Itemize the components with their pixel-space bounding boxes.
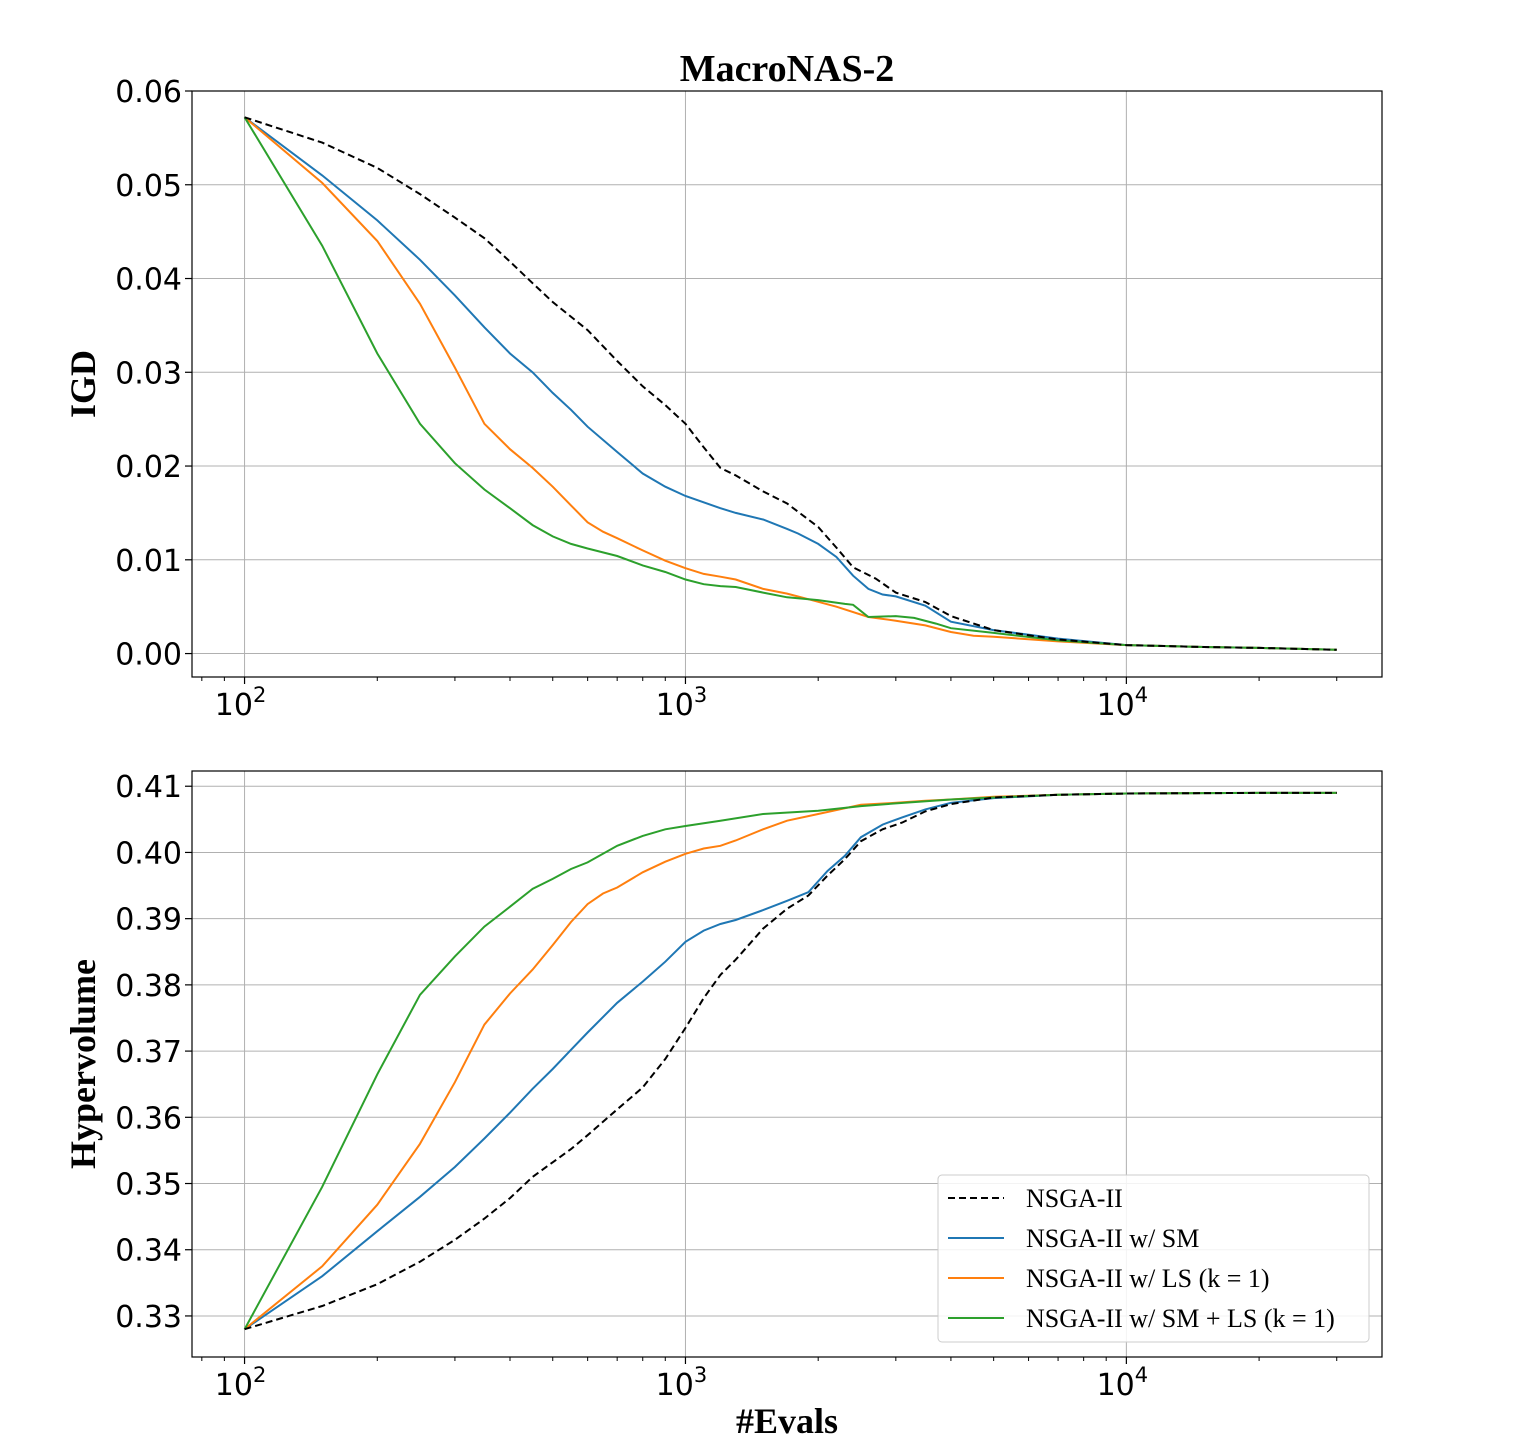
y-tick-label: 0.40 — [115, 836, 182, 871]
y-tick-label: 0.33 — [115, 1300, 182, 1335]
igd-panel: 102 103 104 0.00 0.01 0.02 0.03 0.04 0.05 0.06 IGD — [63, 75, 1383, 723]
y-axis-title: Hypervolume — [63, 959, 103, 1169]
y-tick-label: 0.06 — [115, 75, 182, 110]
legend-label: NSGA-II w/ LS (k = 1) — [1026, 1264, 1270, 1293]
x-tick-label: 103 — [656, 1363, 708, 1403]
series-line-nsga-ii — [244, 791, 1337, 1331]
x-axis-title: #Evals — [736, 1401, 838, 1441]
y-tick-label: 0.03 — [115, 356, 182, 391]
y-tick-label: 0.34 — [115, 1234, 182, 1269]
series-line-nsga-ii-w-sm-ls-k-1 — [243, 116, 1337, 651]
legend-label: NSGA-II w/ SM — [1026, 1224, 1199, 1253]
y-tick-label: 0.37 — [115, 1035, 182, 1070]
y-tick-label: 0.38 — [115, 969, 182, 1004]
y-tick-label: 0.36 — [115, 1101, 182, 1136]
y-tick-label: 0.01 — [115, 544, 182, 579]
y-tick-label: 0.02 — [115, 450, 182, 485]
legend-label: NSGA-II — [1026, 1184, 1123, 1213]
legend-box — [937, 1174, 1370, 1343]
y-tick-label: 0.00 — [115, 638, 182, 673]
y-tick-label: 0.39 — [115, 903, 182, 938]
x-tick-label: 102 — [215, 683, 267, 723]
x-tick-label: 103 — [656, 683, 708, 723]
series-line-nsga-ii-w-sm — [244, 116, 1337, 651]
series-line-nsga-ii-w-sm — [244, 791, 1337, 1331]
series-line-nsga-ii — [244, 116, 1337, 651]
legend: NSGA-II NSGA-II w/ SM NSGA-II w/ LS (k = 1… — [937, 1174, 1370, 1343]
legend-label: NSGA-II w/ SM + LS (k = 1) — [1026, 1304, 1335, 1333]
plot-frame — [191, 770, 1383, 1358]
x-tick-label: 102 — [215, 1363, 267, 1403]
series-line-nsga-ii-w-ls-k-1 — [243, 116, 1337, 651]
y-axis-title: IGD — [63, 350, 103, 418]
y-tick-label: 0.41 — [115, 770, 182, 805]
chart-title: MacroNAS-2 — [680, 48, 895, 90]
x-tick-label: 104 — [1097, 1363, 1149, 1403]
y-tick-label: 0.35 — [115, 1168, 182, 1203]
plot-frame — [191, 90, 1383, 678]
y-tick-label: 0.04 — [115, 263, 182, 298]
y-tick-label: 0.05 — [115, 169, 182, 204]
hypervolume-panel: 102 103 104 0.33 0.34 0.35 0.36 0.37 0.38 0.39 0.4… — [63, 770, 1383, 1441]
x-tick-label: 104 — [1097, 683, 1149, 723]
